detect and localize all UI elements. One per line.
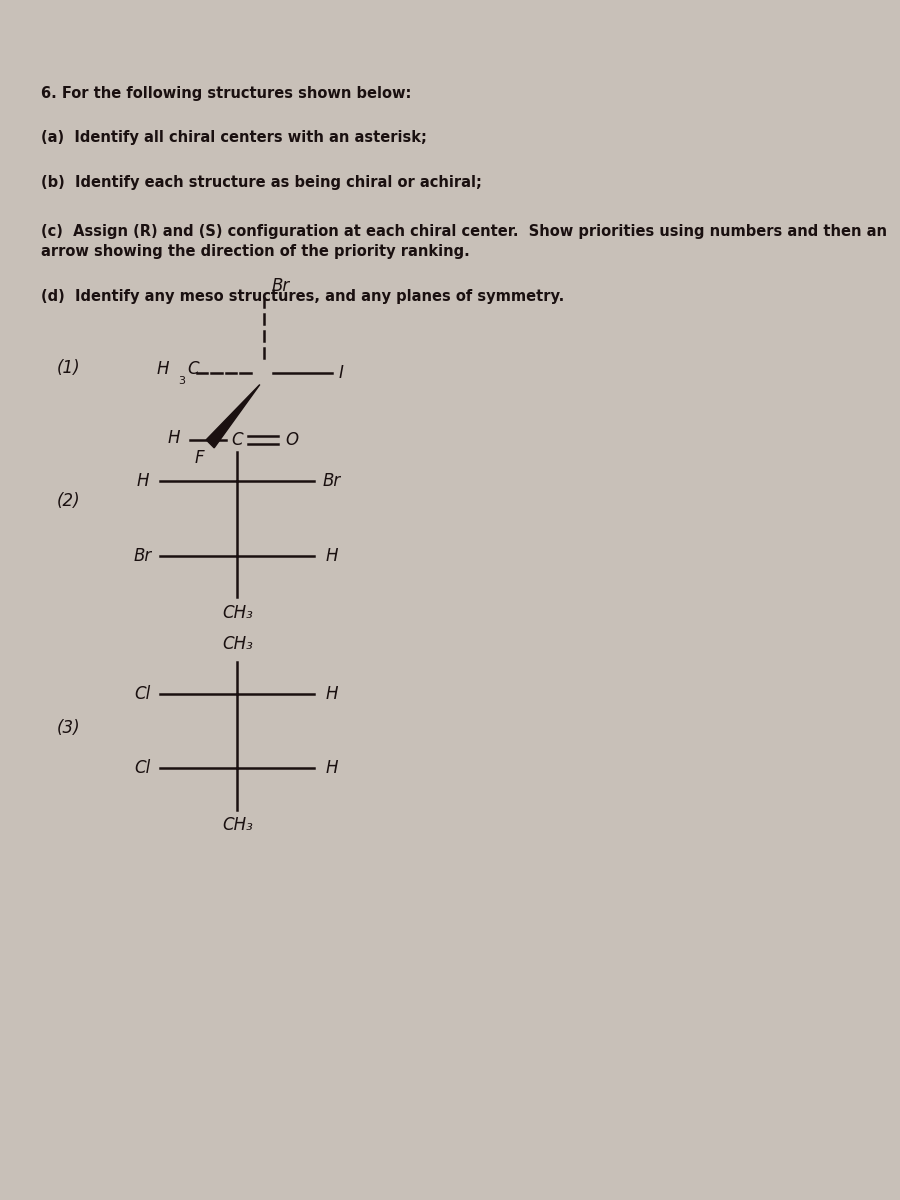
Text: Cl: Cl: [134, 760, 150, 778]
Text: CH₃: CH₃: [222, 604, 253, 622]
Text: H: H: [167, 428, 180, 446]
Text: Br: Br: [272, 277, 290, 295]
Text: F: F: [194, 449, 204, 467]
Text: C: C: [231, 431, 243, 449]
Text: O: O: [285, 431, 298, 449]
Text: (b)  Identify each structure as being chiral or achiral;: (b) Identify each structure as being chi…: [41, 175, 482, 190]
Text: I: I: [338, 364, 344, 382]
Text: H: H: [326, 760, 338, 778]
Text: (3): (3): [57, 720, 80, 738]
Text: H: H: [326, 685, 338, 703]
Text: CH₃: CH₃: [222, 636, 253, 654]
Text: (1): (1): [57, 359, 80, 377]
Text: CH₃: CH₃: [222, 816, 253, 834]
Text: 6. For the following structures shown below:: 6. For the following structures shown be…: [41, 86, 411, 101]
Text: (c)  Assign (R) and (S) configuration at each chiral center.  Show priorities us: (c) Assign (R) and (S) configuration at …: [41, 224, 887, 259]
Text: H: H: [136, 473, 149, 491]
Text: C: C: [187, 360, 199, 378]
Text: H: H: [326, 546, 338, 564]
Text: (a)  Identify all chiral centers with an asterisk;: (a) Identify all chiral centers with an …: [41, 131, 427, 145]
Text: H: H: [157, 360, 169, 378]
Text: Br: Br: [323, 473, 341, 491]
Text: Cl: Cl: [134, 685, 150, 703]
Text: 3: 3: [178, 376, 185, 385]
Text: (d)  Identify any meso structures, and any planes of symmetry.: (d) Identify any meso structures, and an…: [41, 289, 564, 304]
Text: (2): (2): [57, 492, 80, 510]
Text: Br: Br: [133, 546, 151, 564]
Polygon shape: [206, 384, 260, 448]
